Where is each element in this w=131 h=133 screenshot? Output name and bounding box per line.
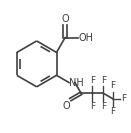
Text: F: F	[101, 102, 106, 111]
Text: NH: NH	[69, 78, 84, 88]
Text: F: F	[90, 102, 95, 111]
Text: O: O	[61, 14, 69, 24]
Text: F: F	[110, 107, 116, 116]
Text: F: F	[122, 94, 127, 103]
Text: F: F	[90, 76, 95, 85]
Text: F: F	[110, 81, 116, 90]
Text: F: F	[101, 76, 106, 85]
Text: O: O	[62, 101, 70, 111]
Text: OH: OH	[79, 33, 94, 43]
